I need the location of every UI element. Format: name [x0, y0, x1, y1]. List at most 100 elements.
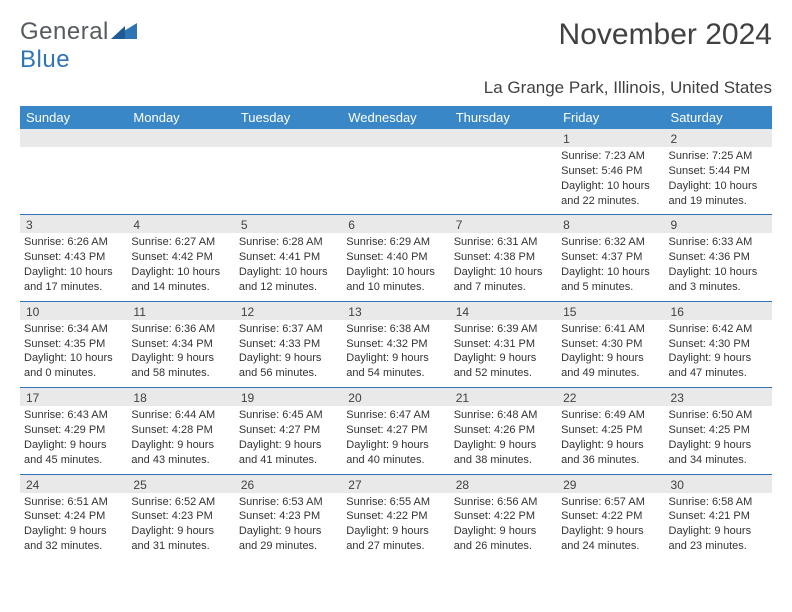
- calendar-day-cell: 27Sunrise: 6:55 AMSunset: 4:22 PMDayligh…: [342, 474, 449, 560]
- sunset-line: Sunset: 4:32 PM: [346, 337, 445, 352]
- calendar-day-cell: 18Sunrise: 6:44 AMSunset: 4:28 PMDayligh…: [127, 388, 234, 474]
- day-number: 18: [127, 388, 234, 406]
- daylight-line: Daylight: 9 hours and 45 minutes.: [24, 438, 123, 468]
- day-number: 23: [665, 388, 772, 406]
- daylight-line: Daylight: 9 hours and 43 minutes.: [131, 438, 230, 468]
- day-content: [342, 147, 449, 205]
- calendar-day-cell: 30Sunrise: 6:58 AMSunset: 4:21 PMDayligh…: [665, 474, 772, 560]
- weekday-header: Friday: [557, 106, 664, 129]
- calendar-day-cell: 20Sunrise: 6:47 AMSunset: 4:27 PMDayligh…: [342, 388, 449, 474]
- day-number: 10: [20, 302, 127, 320]
- day-number: 14: [450, 302, 557, 320]
- day-number: 11: [127, 302, 234, 320]
- daylight-line: Daylight: 9 hours and 34 minutes.: [669, 438, 768, 468]
- day-content: Sunrise: 6:56 AMSunset: 4:22 PMDaylight:…: [450, 493, 557, 560]
- calendar-table: Sunday Monday Tuesday Wednesday Thursday…: [20, 106, 772, 560]
- calendar-day-cell: 25Sunrise: 6:52 AMSunset: 4:23 PMDayligh…: [127, 474, 234, 560]
- sunset-line: Sunset: 4:22 PM: [561, 509, 660, 524]
- sunset-line: Sunset: 4:24 PM: [24, 509, 123, 524]
- day-number: 17: [20, 388, 127, 406]
- day-content: Sunrise: 6:32 AMSunset: 4:37 PMDaylight:…: [557, 233, 664, 300]
- daylight-line: Daylight: 9 hours and 40 minutes.: [346, 438, 445, 468]
- day-number: 9: [665, 215, 772, 233]
- sunset-line: Sunset: 4:40 PM: [346, 250, 445, 265]
- brand-logo: General Blue: [20, 18, 137, 74]
- calendar-day-cell: 9Sunrise: 6:33 AMSunset: 4:36 PMDaylight…: [665, 215, 772, 301]
- sunrise-line: Sunrise: 6:28 AM: [239, 235, 338, 250]
- sunrise-line: Sunrise: 6:48 AM: [454, 408, 553, 423]
- day-content: Sunrise: 6:38 AMSunset: 4:32 PMDaylight:…: [342, 320, 449, 387]
- calendar-day-cell: [20, 129, 127, 215]
- daylight-line: Daylight: 9 hours and 32 minutes.: [24, 524, 123, 554]
- sunrise-line: Sunrise: 6:33 AM: [669, 235, 768, 250]
- sunrise-line: Sunrise: 6:56 AM: [454, 495, 553, 510]
- sunset-line: Sunset: 4:27 PM: [346, 423, 445, 438]
- calendar-day-cell: [450, 129, 557, 215]
- day-content: Sunrise: 6:37 AMSunset: 4:33 PMDaylight:…: [235, 320, 342, 387]
- calendar-week-row: 24Sunrise: 6:51 AMSunset: 4:24 PMDayligh…: [20, 474, 772, 560]
- sunrise-line: Sunrise: 6:27 AM: [131, 235, 230, 250]
- day-content: Sunrise: 7:23 AMSunset: 5:46 PMDaylight:…: [557, 147, 664, 214]
- day-number: 1: [557, 129, 664, 147]
- day-number: [20, 129, 127, 147]
- calendar-day-cell: 8Sunrise: 6:32 AMSunset: 4:37 PMDaylight…: [557, 215, 664, 301]
- day-content: Sunrise: 6:27 AMSunset: 4:42 PMDaylight:…: [127, 233, 234, 300]
- day-number: 30: [665, 475, 772, 493]
- sunrise-line: Sunrise: 6:42 AM: [669, 322, 768, 337]
- calendar-day-cell: 15Sunrise: 6:41 AMSunset: 4:30 PMDayligh…: [557, 301, 664, 387]
- calendar-day-cell: [127, 129, 234, 215]
- daylight-line: Daylight: 9 hours and 31 minutes.: [131, 524, 230, 554]
- daylight-line: Daylight: 10 hours and 0 minutes.: [24, 351, 123, 381]
- day-content: Sunrise: 6:58 AMSunset: 4:21 PMDaylight:…: [665, 493, 772, 560]
- sunrise-line: Sunrise: 6:58 AM: [669, 495, 768, 510]
- calendar-day-cell: 21Sunrise: 6:48 AMSunset: 4:26 PMDayligh…: [450, 388, 557, 474]
- daylight-line: Daylight: 9 hours and 49 minutes.: [561, 351, 660, 381]
- day-number: 24: [20, 475, 127, 493]
- day-content: Sunrise: 6:39 AMSunset: 4:31 PMDaylight:…: [450, 320, 557, 387]
- sunrise-line: Sunrise: 6:34 AM: [24, 322, 123, 337]
- calendar-day-cell: 28Sunrise: 6:56 AMSunset: 4:22 PMDayligh…: [450, 474, 557, 560]
- day-content: Sunrise: 6:51 AMSunset: 4:24 PMDaylight:…: [20, 493, 127, 560]
- day-content: Sunrise: 6:48 AMSunset: 4:26 PMDaylight:…: [450, 406, 557, 473]
- daylight-line: Daylight: 9 hours and 52 minutes.: [454, 351, 553, 381]
- daylight-line: Daylight: 10 hours and 10 minutes.: [346, 265, 445, 295]
- day-content: Sunrise: 6:45 AMSunset: 4:27 PMDaylight:…: [235, 406, 342, 473]
- day-content: Sunrise: 6:36 AMSunset: 4:34 PMDaylight:…: [127, 320, 234, 387]
- calendar-day-cell: [342, 129, 449, 215]
- weekday-header: Sunday: [20, 106, 127, 129]
- sunset-line: Sunset: 4:27 PM: [239, 423, 338, 438]
- day-content: Sunrise: 6:43 AMSunset: 4:29 PMDaylight:…: [20, 406, 127, 473]
- daylight-line: Daylight: 9 hours and 47 minutes.: [669, 351, 768, 381]
- day-number: 6: [342, 215, 449, 233]
- sunset-line: Sunset: 4:31 PM: [454, 337, 553, 352]
- sunset-line: Sunset: 4:25 PM: [669, 423, 768, 438]
- calendar-day-cell: 14Sunrise: 6:39 AMSunset: 4:31 PMDayligh…: [450, 301, 557, 387]
- daylight-line: Daylight: 9 hours and 29 minutes.: [239, 524, 338, 554]
- daylight-line: Daylight: 10 hours and 19 minutes.: [669, 179, 768, 209]
- day-number: [342, 129, 449, 147]
- day-number: 15: [557, 302, 664, 320]
- day-number: 26: [235, 475, 342, 493]
- daylight-line: Daylight: 10 hours and 17 minutes.: [24, 265, 123, 295]
- weekday-header: Wednesday: [342, 106, 449, 129]
- calendar-day-cell: 22Sunrise: 6:49 AMSunset: 4:25 PMDayligh…: [557, 388, 664, 474]
- sunrise-line: Sunrise: 6:45 AM: [239, 408, 338, 423]
- sunset-line: Sunset: 4:38 PM: [454, 250, 553, 265]
- day-number: 28: [450, 475, 557, 493]
- sunset-line: Sunset: 4:30 PM: [669, 337, 768, 352]
- day-content: Sunrise: 6:47 AMSunset: 4:27 PMDaylight:…: [342, 406, 449, 473]
- day-number: [127, 129, 234, 147]
- daylight-line: Daylight: 9 hours and 56 minutes.: [239, 351, 338, 381]
- day-content: Sunrise: 6:28 AMSunset: 4:41 PMDaylight:…: [235, 233, 342, 300]
- day-number: 20: [342, 388, 449, 406]
- day-number: 12: [235, 302, 342, 320]
- weekday-header-row: Sunday Monday Tuesday Wednesday Thursday…: [20, 106, 772, 129]
- calendar-week-row: 17Sunrise: 6:43 AMSunset: 4:29 PMDayligh…: [20, 388, 772, 474]
- day-content: Sunrise: 6:55 AMSunset: 4:22 PMDaylight:…: [342, 493, 449, 560]
- sunrise-line: Sunrise: 6:47 AM: [346, 408, 445, 423]
- sunrise-line: Sunrise: 6:51 AM: [24, 495, 123, 510]
- day-content: Sunrise: 6:52 AMSunset: 4:23 PMDaylight:…: [127, 493, 234, 560]
- page-title: November 2024: [559, 18, 772, 52]
- sunset-line: Sunset: 4:25 PM: [561, 423, 660, 438]
- sunrise-line: Sunrise: 6:55 AM: [346, 495, 445, 510]
